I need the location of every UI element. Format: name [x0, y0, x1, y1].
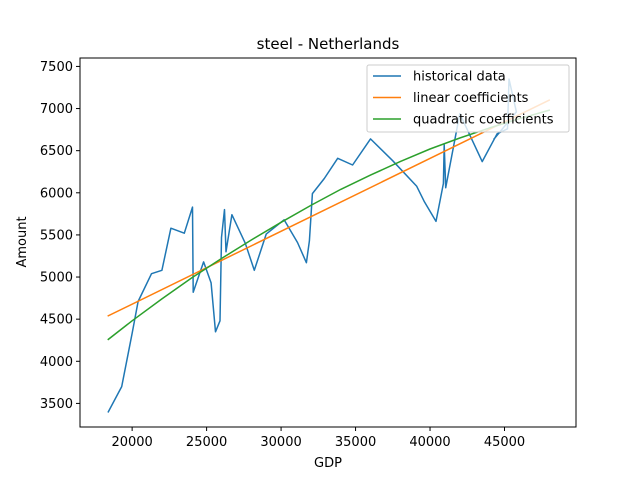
y-axis-title: Amount — [15, 216, 30, 267]
x-tick-label: 35000 — [335, 435, 376, 450]
y-tick-label: 6500 — [40, 144, 73, 159]
y-tick-label: 5000 — [40, 271, 73, 286]
legend-label-2: quadratic coefficients — [413, 113, 554, 128]
x-axis-title: GDP — [314, 456, 342, 471]
y-tick-label: 7500 — [40, 60, 73, 75]
legend: historical data linear coefficients quadra… — [366, 64, 570, 133]
y-tick-label: 4000 — [40, 355, 73, 370]
series-line-2 — [107, 109, 551, 341]
series-layer — [107, 78, 551, 413]
y-tick-label: 3500 — [40, 397, 73, 412]
y-tick-label: 7000 — [40, 102, 73, 117]
x-tick-label: 45000 — [484, 435, 525, 450]
x-tick-label: 20000 — [111, 435, 152, 450]
y-tick-label: 5500 — [40, 228, 73, 243]
y-tick-label: 6000 — [40, 186, 73, 201]
legend-box — [366, 64, 570, 133]
legend-label-0: historical data — [413, 70, 506, 85]
x-tick-label: 25000 — [186, 435, 227, 450]
y-axis: 3500 4000 4500 5000 5500 6000 6500 7000 7500 — [40, 60, 80, 412]
chart-title: steel - Netherlands — [257, 35, 400, 53]
plot-frame — [79, 57, 577, 428]
x-axis: 20000 25000 30000 35000 40000 45000 — [111, 427, 525, 450]
x-tick-label: 40000 — [409, 435, 450, 450]
y-tick-label: 4500 — [40, 313, 73, 328]
x-tick-label: 30000 — [260, 435, 301, 450]
legend-label-1: linear coefficients — [413, 91, 529, 106]
series-line-0 — [107, 78, 518, 413]
series-line-1 — [107, 99, 551, 317]
